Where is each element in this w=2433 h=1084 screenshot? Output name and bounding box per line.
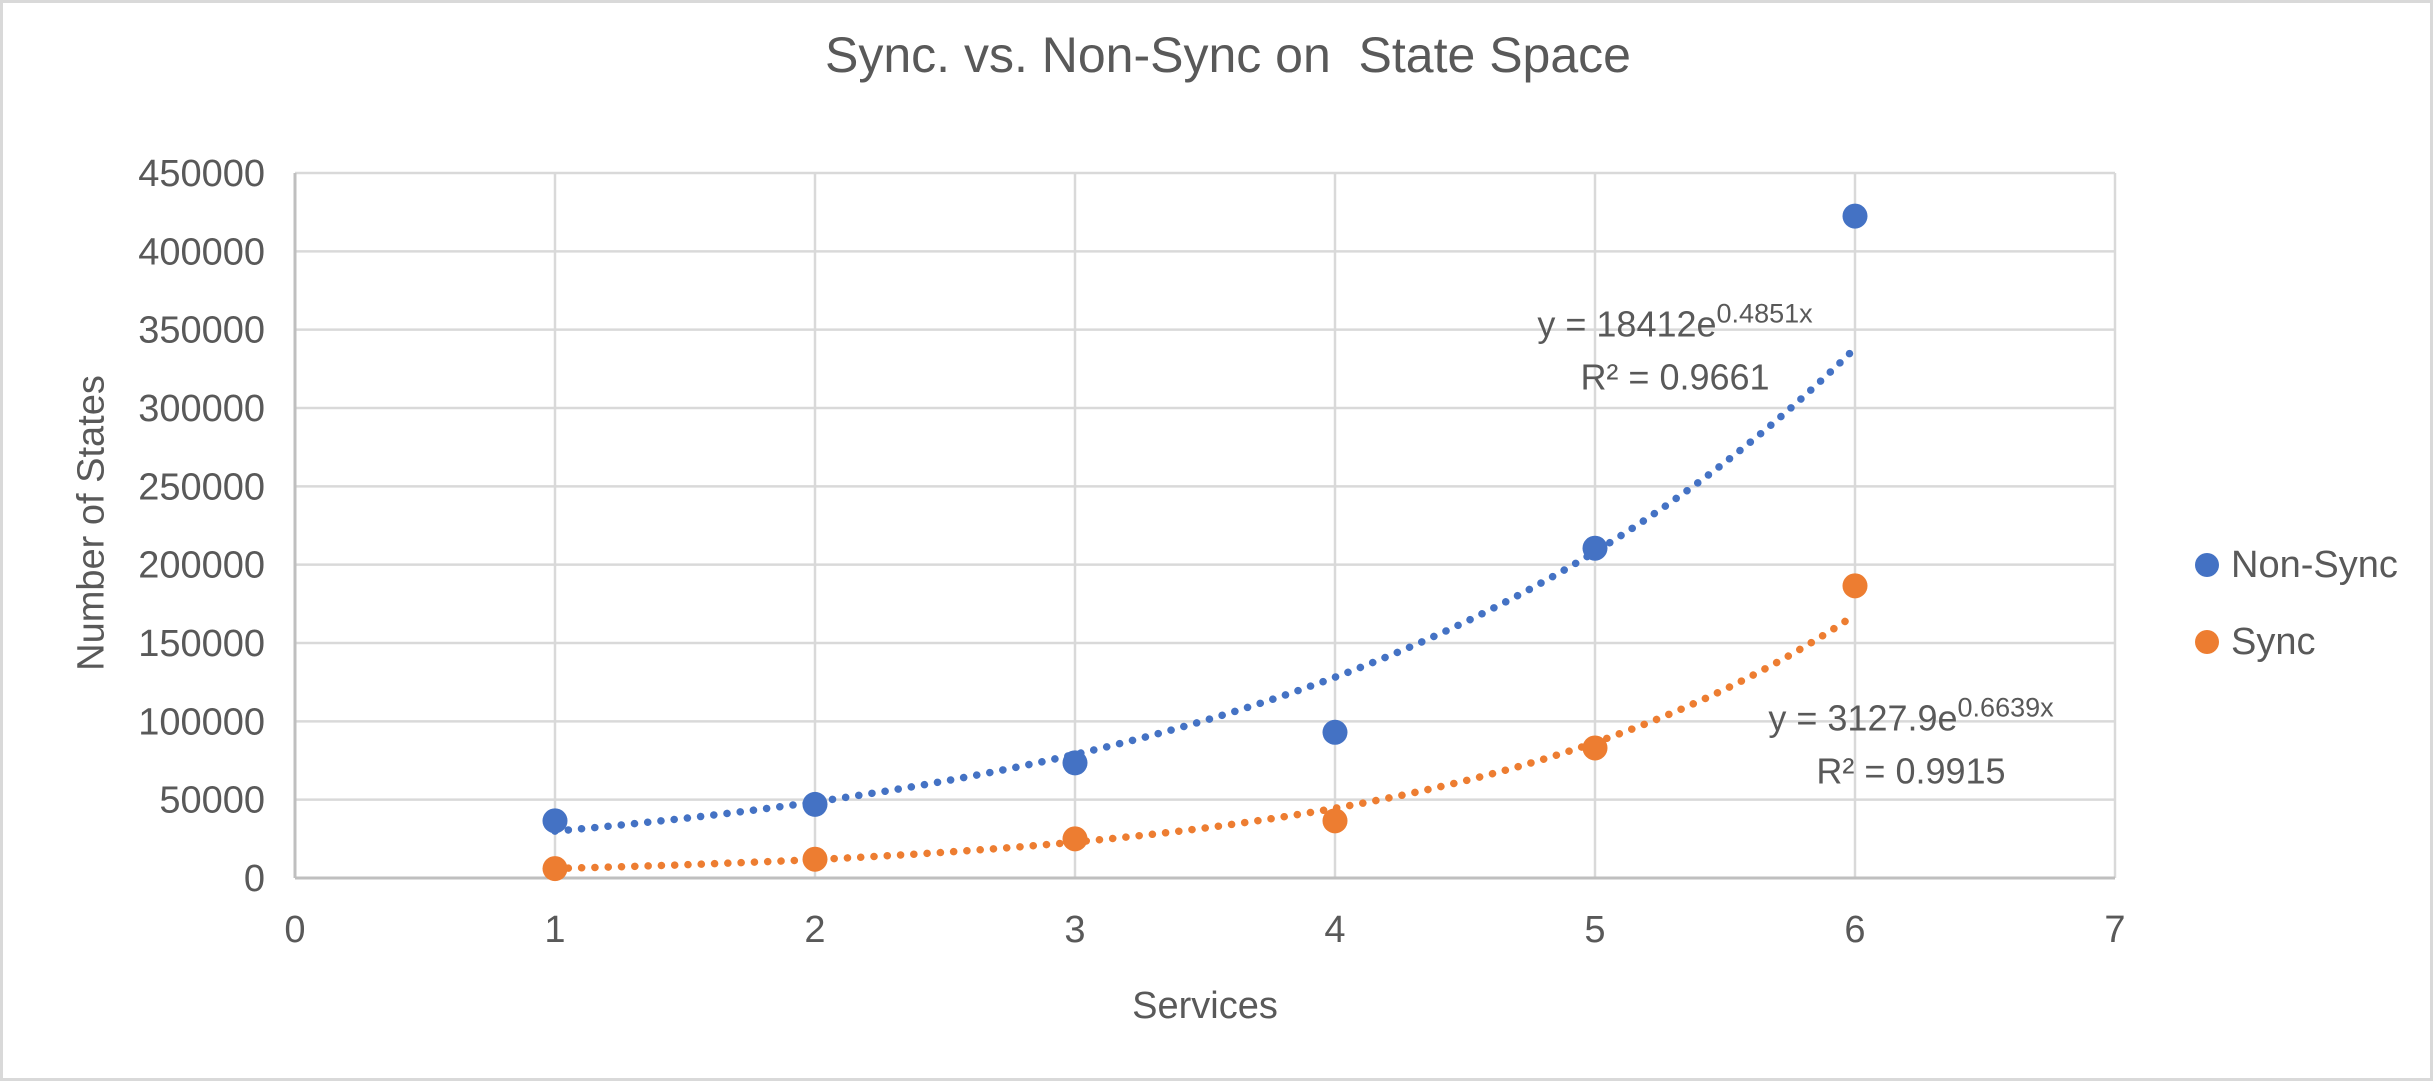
data-point-sync[interactable] [542,856,568,882]
r-squared-label: R² = 0.9915 [1816,750,2006,792]
x-tick-label: 4 [1324,909,1345,951]
equation-base: y = 3127.9e [1768,697,1958,739]
x-tick-label: 1 [544,909,565,951]
legend[interactable]: Non-Sync Sync [2195,543,2398,663]
y-tick-label: 50000 [159,780,265,822]
data-point-sync[interactable] [802,846,828,872]
data-point-sync[interactable] [1062,826,1088,852]
data-point-non-sync[interactable] [1842,203,1868,229]
data-point-sync[interactable] [1582,735,1608,761]
legend-item-nonsync[interactable]: Non-Sync [2195,543,2398,586]
y-tick-label: 150000 [138,623,265,665]
equation-exponent: 0.4851x [1716,298,1813,329]
data-point-non-sync[interactable] [1322,719,1348,745]
trendline-equation-nonsync[interactable]: y = 18412e0.4851x R² = 0.9661 [1537,298,1813,403]
y-tick-label: 100000 [138,701,265,743]
y-tick-label: 350000 [138,310,265,352]
x-tick-label: 2 [804,909,825,951]
y-tick-label: 400000 [138,231,265,273]
x-tick-label: 0 [284,909,305,951]
y-tick-label: 300000 [138,388,265,430]
data-point-sync[interactable] [1842,573,1868,599]
x-tick-label: 5 [1584,909,1605,951]
equation-line: y = 3127.9e0.6639x [1768,692,2054,747]
y-tick-label: 0 [244,858,265,900]
equation-base: y = 18412e [1537,303,1717,345]
y-tick-label: 250000 [138,466,265,508]
legend-marker-sync-icon [2195,630,2219,654]
data-point-non-sync[interactable] [542,808,568,834]
x-tick-label: 7 [2104,909,2125,951]
trendline-sync[interactable] [551,611,1859,873]
x-tick-label: 6 [1844,909,1865,951]
legend-label-sync: Sync [2231,620,2316,663]
legend-label-nonsync: Non-Sync [2231,543,2398,586]
data-point-non-sync[interactable] [1062,750,1088,776]
x-tick-label: 3 [1064,909,1085,951]
chart-title[interactable]: Sync. vs. Non-Sync on State Space [825,27,1631,83]
data-point-non-sync[interactable] [1582,535,1608,561]
y-axis-title[interactable]: Number of States [70,375,113,671]
legend-item-sync[interactable]: Sync [2195,620,2398,663]
r-squared-label: R² = 0.9661 [1580,356,1770,398]
trendline-non-sync[interactable] [551,344,1859,835]
data-point-non-sync[interactable] [802,791,828,817]
y-tick-label: 200000 [138,545,265,587]
equation-line: y = 18412e0.4851x [1537,298,1813,353]
x-axis-title[interactable]: Services [1132,985,1278,1027]
y-tick-label: 450000 [138,153,265,195]
data-point-sync[interactable] [1322,808,1348,834]
equation-exponent: 0.6639x [1957,692,2054,723]
trendline-equation-sync[interactable]: y = 3127.9e0.6639x R² = 0.9915 [1768,692,2054,797]
plot-area[interactable]: 0500001000001500002000002500003000003500… [3,3,2433,1084]
legend-marker-nonsync-icon [2195,553,2219,577]
